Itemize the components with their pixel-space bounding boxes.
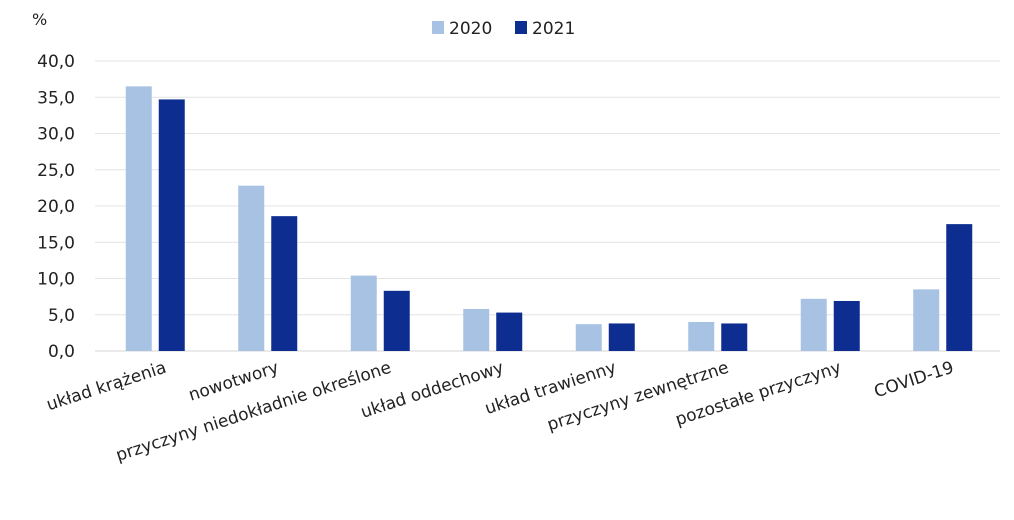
bar-2020-2 xyxy=(350,275,377,351)
y-tick-label: 5,0 xyxy=(48,306,75,326)
gridlines xyxy=(95,60,1000,352)
bar-2021-7 xyxy=(946,224,973,351)
x-category-label: COVID-19 xyxy=(872,358,957,403)
bar-2021-5 xyxy=(721,323,748,351)
bar-2020-3 xyxy=(463,308,490,351)
bar-2021-1 xyxy=(271,216,298,351)
y-tick-label: 25,0 xyxy=(37,161,75,181)
bar-2021-2 xyxy=(383,290,410,351)
bar-2021-3 xyxy=(496,312,523,351)
y-tick-label: 10,0 xyxy=(37,270,75,290)
y-tick-label: 20,0 xyxy=(37,197,75,217)
bar-2021-6 xyxy=(833,300,860,351)
bar-2020-1 xyxy=(238,185,265,351)
legend-swatch-2021 xyxy=(515,21,527,34)
y-tick-label: 35,0 xyxy=(37,88,75,108)
legend-label-2020: 2020 xyxy=(449,19,492,39)
bar-2020-5 xyxy=(688,322,715,351)
y-axis-tick-labels: 0,0 5,0 10,0 15,0 20,0 25,0 30,0 35,0 40,0 xyxy=(37,52,75,362)
x-category-label: przyczyny zewnętrzne xyxy=(545,358,732,436)
y-tick-label: 0,0 xyxy=(48,342,75,362)
bar-2021-4 xyxy=(608,323,635,351)
y-tick-label: 15,0 xyxy=(37,233,75,253)
x-category-label: układ krążenia xyxy=(44,358,169,416)
y-tick-label: 40,0 xyxy=(37,52,75,72)
y-tick-label: 30,0 xyxy=(37,125,75,145)
bar-2020-6 xyxy=(800,298,827,351)
bar-2020-4 xyxy=(575,324,602,351)
legend-swatch-2020 xyxy=(432,21,444,34)
legend: 2020 2021 xyxy=(432,19,575,39)
bar-2020-0 xyxy=(125,86,152,351)
legend-label-2021: 2021 xyxy=(532,19,575,39)
bars xyxy=(125,86,973,351)
y-axis-unit-label: % xyxy=(32,10,47,29)
bar-2020-7 xyxy=(913,289,940,351)
bar-2021-0 xyxy=(158,99,185,351)
